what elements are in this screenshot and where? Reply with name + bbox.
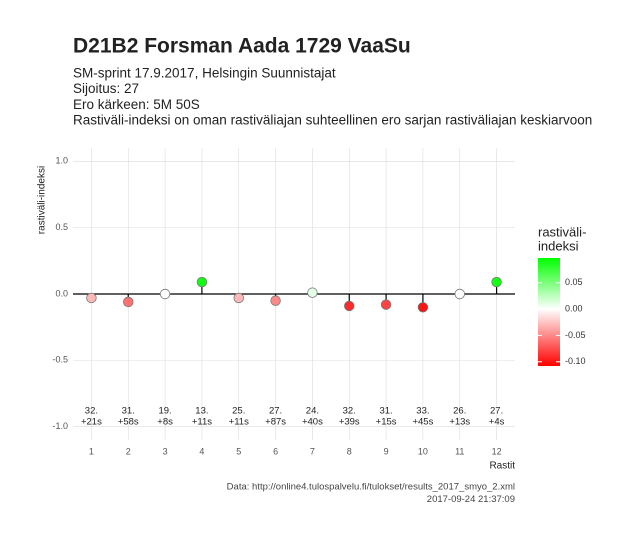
chart-title: D21B2 Forsman Aada 1729 VaaSu — [73, 35, 411, 58]
point — [270, 295, 281, 306]
point-label: 32. — [85, 406, 98, 417]
point-label: 13. — [195, 406, 208, 417]
x-tick-label: 2 — [126, 446, 131, 456]
point — [344, 300, 355, 312]
legend-tick-label: -0.10 — [565, 356, 586, 366]
point — [454, 288, 465, 300]
subtitle: SM-sprint 17.9.2017, Helsingin Suunnista… — [73, 66, 336, 81]
subtitle: Rastiväli-indeksi on oman rastiväliajan … — [73, 112, 592, 127]
legend-tick-label: -0.05 — [565, 330, 586, 340]
point-label: 33. — [416, 406, 429, 417]
point — [233, 292, 244, 304]
x-tick-label: 4 — [199, 446, 204, 456]
x-axis-label: Rastit — [489, 461, 515, 472]
point-label: +13s — [449, 417, 470, 428]
y-tick-label: -0.5 — [52, 355, 68, 365]
point — [380, 299, 392, 310]
x-tick-label: 12 — [492, 446, 502, 456]
point — [159, 288, 171, 300]
y-axis-label: rastiväli-indeksi — [37, 166, 48, 234]
subtitle: Ero kärkeen: 5M 50S — [73, 97, 200, 112]
y-tick-label: 0.5 — [55, 222, 68, 232]
y-tick-label: -1.0 — [52, 421, 68, 431]
point-label: 32. — [343, 406, 356, 417]
point-label: +11s — [229, 417, 249, 428]
point — [123, 296, 134, 308]
point — [196, 276, 208, 288]
point-label: +21s — [81, 417, 102, 428]
point-label: +40s — [302, 417, 323, 428]
point-label: +58s — [118, 417, 139, 428]
x-tick-label: 1 — [89, 446, 94, 456]
x-tick-label: 7 — [310, 446, 315, 456]
x-tick-label: 8 — [347, 446, 352, 456]
point-label: 24. — [306, 406, 319, 417]
x-tick-label: 3 — [163, 446, 168, 456]
point — [491, 276, 502, 288]
x-tick-label: 5 — [236, 446, 241, 456]
caption: Data: http://online4.tulospalvelu.fi/tul… — [227, 482, 515, 493]
point — [86, 292, 97, 304]
point-label: +45s — [412, 417, 433, 428]
y-tick-label: 0.0 — [55, 288, 68, 298]
point-label: 31. — [379, 406, 392, 417]
point-label: +87s — [265, 417, 286, 428]
point-label: +39s — [339, 417, 360, 428]
point — [307, 287, 318, 298]
point — [417, 302, 429, 313]
legend-title: rastiväli- — [538, 224, 586, 239]
x-tick-label: 6 — [273, 446, 278, 456]
point-label: +11s — [192, 417, 212, 428]
point-label: 25. — [232, 406, 245, 417]
point-label: 31. — [122, 406, 135, 417]
y-tick-label: 1.0 — [55, 156, 68, 166]
point-label: 27. — [269, 406, 282, 417]
point-label: 26. — [453, 406, 466, 417]
legend-title: indeksi — [538, 238, 579, 253]
caption: 2017-09-24 21:37:09 — [427, 494, 515, 505]
point-label: 19. — [158, 406, 171, 417]
point-label: +4s — [489, 417, 505, 428]
x-tick-label: 11 — [455, 446, 464, 456]
subtitle: Sijoitus: 27 — [73, 81, 139, 96]
x-tick-label: 9 — [384, 446, 389, 456]
legend-tick-label: 0.05 — [565, 277, 583, 287]
point-label: 27. — [490, 406, 503, 417]
x-tick-label: 10 — [418, 446, 428, 456]
legend-colorbar — [538, 258, 560, 366]
legend-tick-label: 0.00 — [565, 303, 583, 313]
point-label: +8s — [157, 417, 173, 428]
point-label: +15s — [376, 417, 397, 428]
